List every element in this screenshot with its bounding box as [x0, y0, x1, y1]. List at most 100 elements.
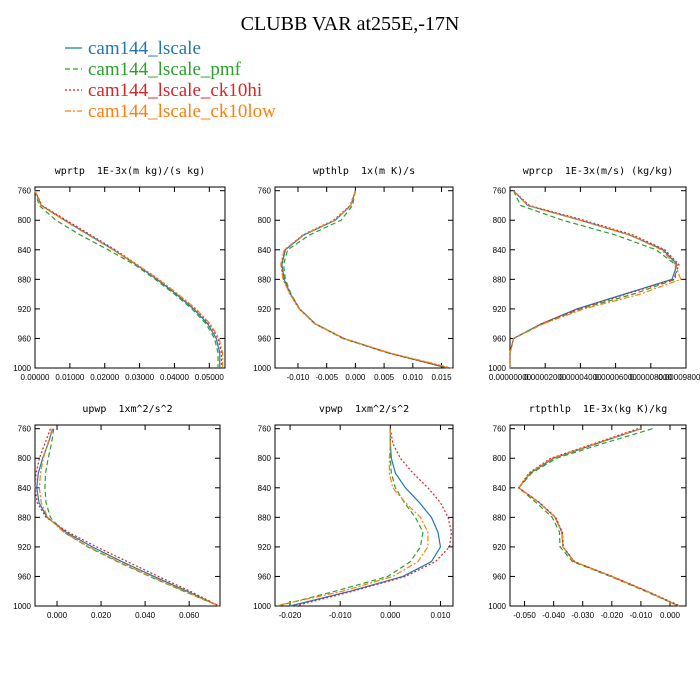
x-tick-label: 0.05000 [195, 373, 224, 382]
y-tick-label: 840 [493, 484, 507, 493]
y-tick-label: 840 [18, 246, 32, 255]
y-tick-label: 960 [18, 572, 32, 581]
x-tick-label: 0.04000 [160, 373, 189, 382]
x-tick-label: -0.010 [329, 611, 352, 620]
x-tick-label: 0.005 [374, 373, 395, 382]
profile-line [34, 190, 219, 368]
y-tick-label: 880 [258, 513, 272, 522]
x-tick-label: 0.02000 [90, 373, 119, 382]
y-tick-label: 760 [258, 187, 272, 196]
x-tick-label: 0.00004000 [559, 373, 602, 382]
plot-frame [274, 424, 454, 607]
x-tick-label: -0.020 [279, 611, 302, 620]
x-tick-label: 0.00000 [21, 373, 50, 382]
y-tick-label: 800 [493, 454, 507, 463]
legend-label: cam144_lscale_pmf [88, 59, 242, 80]
legend-label: cam144_lscale [88, 38, 201, 59]
y-tick-label: 1000 [13, 602, 31, 611]
panel-title: upwp 1xm^2/s^2 [82, 404, 172, 415]
y-tick-label: 760 [18, 187, 32, 196]
y-tick-label: 1000 [253, 602, 271, 611]
profile-line [517, 428, 679, 607]
panel-title: wprtp 1E-3x(m kg)/(s kg) [55, 166, 206, 177]
x-tick-label: 0.03000 [125, 373, 154, 382]
profile-line [509, 190, 682, 368]
x-tick-label: 0.01000 [55, 373, 84, 382]
x-tick-label: 0.00009800000 [658, 373, 700, 382]
panel-title: wprcp 1E-3x(m/s) (kg/kg) [523, 166, 674, 177]
y-tick-label: 920 [493, 543, 507, 552]
x-tick-label: 0.00000000 [489, 373, 532, 382]
x-tick-label: 0.00008000 [630, 373, 673, 382]
x-tick-label: -0.005 [315, 373, 338, 382]
x-tick-label: 0.000 [345, 373, 366, 382]
y-tick-label: 960 [258, 334, 272, 343]
profile-line [280, 190, 452, 369]
y-tick-label: 840 [258, 246, 272, 255]
x-tick-label: 0.015 [432, 373, 453, 382]
x-tick-label: -0.050 [513, 611, 536, 620]
y-tick-label: 800 [493, 216, 507, 225]
y-tick-label: 920 [258, 305, 272, 314]
y-tick-label: 920 [258, 543, 272, 552]
profile-line [34, 190, 223, 368]
y-tick-label: 920 [493, 305, 507, 314]
plot-frame [34, 186, 226, 369]
plot-frame [34, 424, 221, 607]
x-tick-label: 0.000 [47, 611, 68, 620]
x-tick-label: 0.000 [660, 611, 681, 620]
profile-line [36, 428, 220, 607]
y-tick-label: 760 [18, 425, 32, 434]
y-tick-label: 960 [258, 572, 272, 581]
profile-line [277, 428, 424, 607]
x-tick-label: 0.010 [430, 611, 451, 620]
profile-line [517, 428, 679, 607]
plot-frame [274, 186, 454, 369]
y-tick-label: 800 [258, 454, 272, 463]
profile-line [517, 428, 681, 607]
y-tick-label: 880 [258, 275, 272, 284]
y-tick-label: 1000 [488, 602, 506, 611]
y-tick-label: 1000 [13, 364, 31, 373]
x-tick-label: -0.010 [630, 611, 653, 620]
legend-label: cam144_lscale_ck10low [88, 101, 276, 122]
figure-title: CLUBB VAR at255E,-17N [241, 13, 460, 35]
x-tick-label: -0.030 [571, 611, 594, 620]
x-tick-label: -0.010 [287, 373, 310, 382]
profile-line [34, 190, 221, 368]
y-tick-label: 800 [18, 454, 32, 463]
panel-title: vpwp 1xm^2/s^2 [319, 404, 409, 415]
x-tick-label: 0.060 [179, 611, 200, 620]
y-tick-label: 880 [493, 513, 507, 522]
legend-label: cam144_lscale_ck10hi [88, 80, 262, 101]
y-tick-label: 880 [493, 275, 507, 284]
y-tick-label: 960 [493, 572, 507, 581]
y-tick-label: 920 [18, 305, 32, 314]
x-tick-label: 0.040 [135, 611, 156, 620]
y-tick-label: 960 [18, 334, 32, 343]
profile-line [274, 428, 429, 607]
x-tick-label: -0.020 [600, 611, 623, 620]
x-tick-label: 0.020 [91, 611, 112, 620]
plot-frame [509, 186, 687, 369]
plot-frame [509, 424, 687, 607]
panel-title: wpthlp 1x(m K)/s [313, 166, 415, 177]
profile-line [44, 428, 220, 607]
x-tick-label: 0.010 [403, 373, 424, 382]
x-tick-label: -0.040 [542, 611, 565, 620]
profile-line [289, 428, 442, 607]
profile-line [34, 190, 224, 368]
x-tick-label: 0.00006000 [594, 373, 637, 382]
y-tick-label: 760 [258, 425, 272, 434]
y-tick-label: 760 [493, 187, 507, 196]
y-tick-label: 1000 [488, 364, 506, 373]
y-tick-label: 960 [493, 334, 507, 343]
panel-title: rtpthlp 1E-3x(kg K)/kg [529, 404, 667, 415]
y-tick-label: 840 [258, 484, 272, 493]
y-tick-label: 840 [493, 246, 507, 255]
y-tick-label: 880 [18, 513, 32, 522]
y-tick-label: 800 [258, 216, 272, 225]
profile-line [34, 428, 220, 607]
